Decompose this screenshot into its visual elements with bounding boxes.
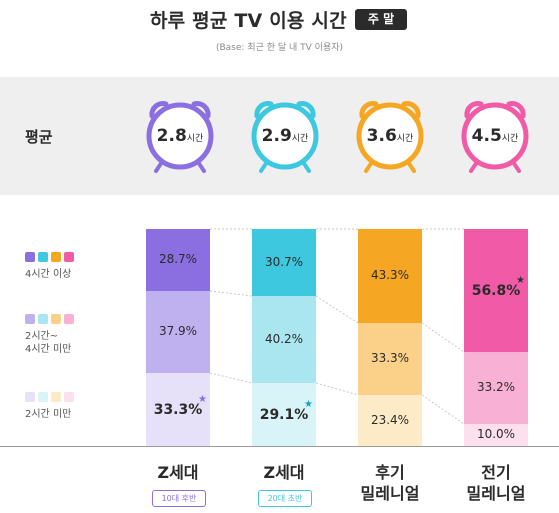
data-label: 29.1%	[259, 406, 309, 423]
alarm-clock-icon: 4.5시간	[459, 96, 531, 176]
bar-segment-mid	[146, 291, 210, 373]
category-sub-badge: 10대 후반	[152, 490, 206, 507]
data-label: 23.4%	[370, 412, 410, 427]
bar-segment-high	[464, 229, 528, 352]
chart-baseline	[0, 446, 559, 447]
average-value: 3.6	[366, 126, 397, 146]
bar-column: 56.8% ★ 33.2% 10.0%	[464, 229, 528, 446]
data-label: 33.3%	[153, 401, 203, 418]
legend-swatch	[38, 252, 48, 262]
legend-swatch	[64, 314, 74, 324]
connector-line	[209, 372, 253, 384]
legend-label: 2시간 미만	[25, 409, 72, 420]
category-label: 후기 밀레니얼	[360, 463, 420, 503]
average-unit: 시간	[186, 134, 204, 144]
category-label: Z세대	[157, 463, 199, 482]
data-label: 43.3%	[370, 268, 410, 282]
connector-line	[421, 322, 465, 353]
bar-segment-mid	[464, 352, 528, 424]
legend-item-4h-plus: 4시간 이상	[25, 252, 74, 281]
legend-label: 2시간~	[25, 331, 59, 342]
bar-segment-low	[146, 373, 210, 446]
connector-line	[315, 295, 359, 324]
star-icon: ★	[304, 398, 313, 410]
data-label: 30.7%	[264, 254, 304, 269]
data-label: 40.2%	[264, 331, 304, 346]
average-unit: 시간	[396, 134, 414, 144]
data-label: 37.9%	[158, 324, 198, 338]
base-note: (Base: 최근 한 달 내 TV 이용자)	[215, 43, 344, 53]
bar-segment-low	[252, 383, 316, 446]
legend-swatch	[25, 392, 35, 402]
title-row: 하루 평균 TV 이용 시간 주 말	[0, 6, 559, 32]
legend-swatch	[38, 392, 48, 402]
legend-swatch	[25, 252, 35, 262]
bar-column: 43.3% 33.3% 23.4%	[358, 229, 422, 446]
legend-swatch	[25, 314, 35, 324]
legend-swatch	[51, 392, 61, 402]
category-label: 전기 밀레니얼	[466, 463, 526, 503]
star-icon: ★	[198, 393, 207, 405]
bar-segment-mid	[358, 323, 422, 395]
average-value: 2.8	[156, 126, 187, 146]
legend-swatch	[51, 252, 61, 262]
category-label: Z세대	[263, 463, 305, 482]
bar-segment-high	[146, 229, 210, 291]
legend-label: 4시간 이상	[25, 269, 72, 280]
bar-segment-low	[464, 424, 528, 446]
average-value: 4.5	[471, 126, 502, 146]
weekend-badge: 주 말	[355, 9, 407, 30]
legend-swatch	[64, 392, 74, 402]
legend-swatch	[64, 252, 74, 262]
bar-column: 30.7% 40.2% 29.1% ★	[252, 229, 316, 446]
legend-label: 4시간 미만	[25, 344, 72, 355]
bar-segment-high	[358, 229, 422, 323]
legend-item-2h-4h: 2시간~ 4시간 미만	[25, 314, 74, 356]
bar-segment-mid	[252, 296, 316, 383]
connector-line	[421, 394, 465, 425]
average-unit: 시간	[291, 134, 309, 144]
legend-swatch	[38, 314, 48, 324]
legend-item-under-2h: 2시간 미만	[25, 392, 74, 421]
bar-segment-high	[252, 229, 316, 296]
average-label: 평균	[25, 128, 53, 146]
bar-segment-low	[358, 395, 422, 446]
data-label: 10.0%	[476, 427, 516, 441]
average-value: 2.9	[261, 126, 292, 146]
page-title: 하루 평균 TV 이용 시간	[150, 10, 347, 32]
data-label: 33.2%	[476, 380, 516, 394]
data-label: 33.3%	[370, 351, 410, 365]
alarm-clock-icon: 2.9시간	[249, 96, 321, 176]
category-sub-badge: 20대 초반	[258, 490, 312, 507]
star-icon: ★	[516, 274, 525, 286]
alarm-clock-icon: 3.6시간	[354, 96, 426, 176]
average-unit: 시간	[501, 134, 519, 144]
data-label: 56.8%	[471, 282, 521, 299]
bar-column: 28.7% 37.9% 33.3% ★	[146, 229, 210, 446]
data-label: 28.7%	[158, 252, 198, 266]
legend-swatch	[51, 314, 61, 324]
connector-line	[209, 290, 253, 297]
connector-line	[315, 382, 359, 396]
alarm-clock-icon: 2.8시간	[144, 96, 216, 176]
